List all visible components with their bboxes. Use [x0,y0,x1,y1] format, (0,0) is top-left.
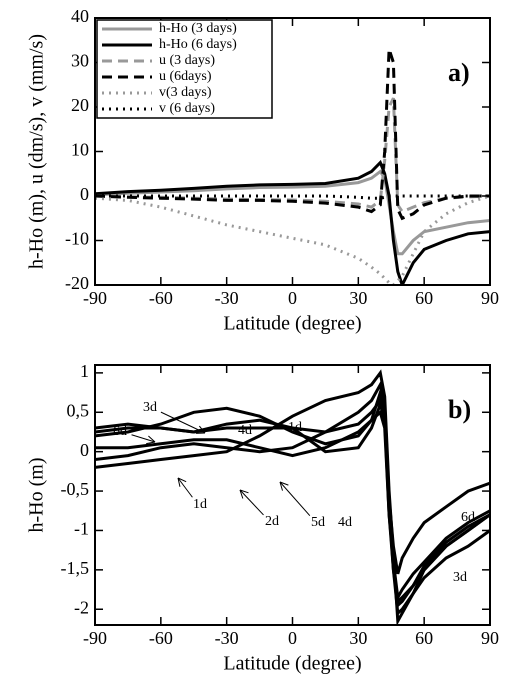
x-tick-label: 0 [288,288,297,308]
y-tick-label: 10 [71,140,89,160]
x-tick-label: 60 [415,628,433,648]
x-tick-label: -30 [215,288,239,308]
y-tick-label: 0 [80,184,89,204]
y-tick-label: -20 [65,273,89,293]
y-tick-label: 0 [80,440,89,460]
legend-label: u (6days) [159,69,212,84]
panel-label: b) [448,395,471,424]
y-axis-label: h-Ho (m) [26,458,48,533]
x-tick-label: 90 [481,288,499,308]
panel-label: a) [448,58,470,87]
y-tick-label: -1,5 [61,558,90,578]
arrow [279,481,311,516]
y-axis-label: h-Ho (m), u (dm/s), v (mm/s) [26,34,48,269]
series-label: 1d [193,497,207,512]
x-tick-label: 30 [349,628,367,648]
series-label: 2d [265,514,279,529]
series-label: 4d [338,515,352,530]
series-line [95,386,490,617]
x-tick-label: -90 [83,628,107,648]
x-tick-label: -90 [83,288,107,308]
arrow [239,489,264,516]
series-label: 6d [461,510,475,525]
y-tick-label: -0,5 [61,479,90,499]
y-tick-label: 40 [71,6,89,26]
series-label: 6d [113,424,127,439]
x-tick-label: 0 [288,628,297,648]
x-tick-label: -60 [149,628,173,648]
series-line [95,409,490,603]
y-tick-label: 0,5 [67,400,90,420]
x-axis-label: Latitude (degree) [223,653,361,675]
arrow [131,434,156,443]
x-tick-label: 60 [415,288,433,308]
y-tick-label: -1 [74,519,89,539]
legend-box [96,19,273,119]
series-line [95,169,490,256]
x-tick-label: -30 [215,628,239,648]
x-tick-label: 30 [349,288,367,308]
arrow-head [239,489,249,499]
y-tick-label: -10 [65,229,89,249]
series-line [95,194,490,200]
series-label: 3d [453,570,467,585]
series-line [95,159,490,285]
y-tick-label: -2 [74,597,89,617]
series-line [95,396,490,575]
legend-label: h-Ho (3 days) [159,21,237,36]
series-line [95,48,490,221]
arrow-head [279,481,289,491]
arrow-head [177,477,187,487]
series-label: 5d [311,515,325,530]
series-label: 3d [143,400,157,415]
y-tick-label: 20 [71,95,89,115]
x-axis-label: Latitude (degree) [223,313,361,335]
legend-label: v(3 days) [159,85,212,100]
arrow-head [146,435,156,445]
x-tick-label: 90 [481,628,499,648]
y-tick-label: 1 [80,361,89,381]
series-line [95,369,490,625]
series-label: 4d [238,423,252,438]
legend-label: u (3 days) [159,53,215,68]
series-label: 1d [288,420,302,435]
arrow [160,411,206,434]
arrow [177,477,193,498]
x-tick-label: -60 [149,288,173,308]
y-tick-label: 30 [71,51,89,71]
legend-label: v (6 days) [159,101,215,116]
arrow-head [196,425,206,434]
legend-label: h-Ho (6 days) [159,37,237,52]
series-line [95,194,490,285]
